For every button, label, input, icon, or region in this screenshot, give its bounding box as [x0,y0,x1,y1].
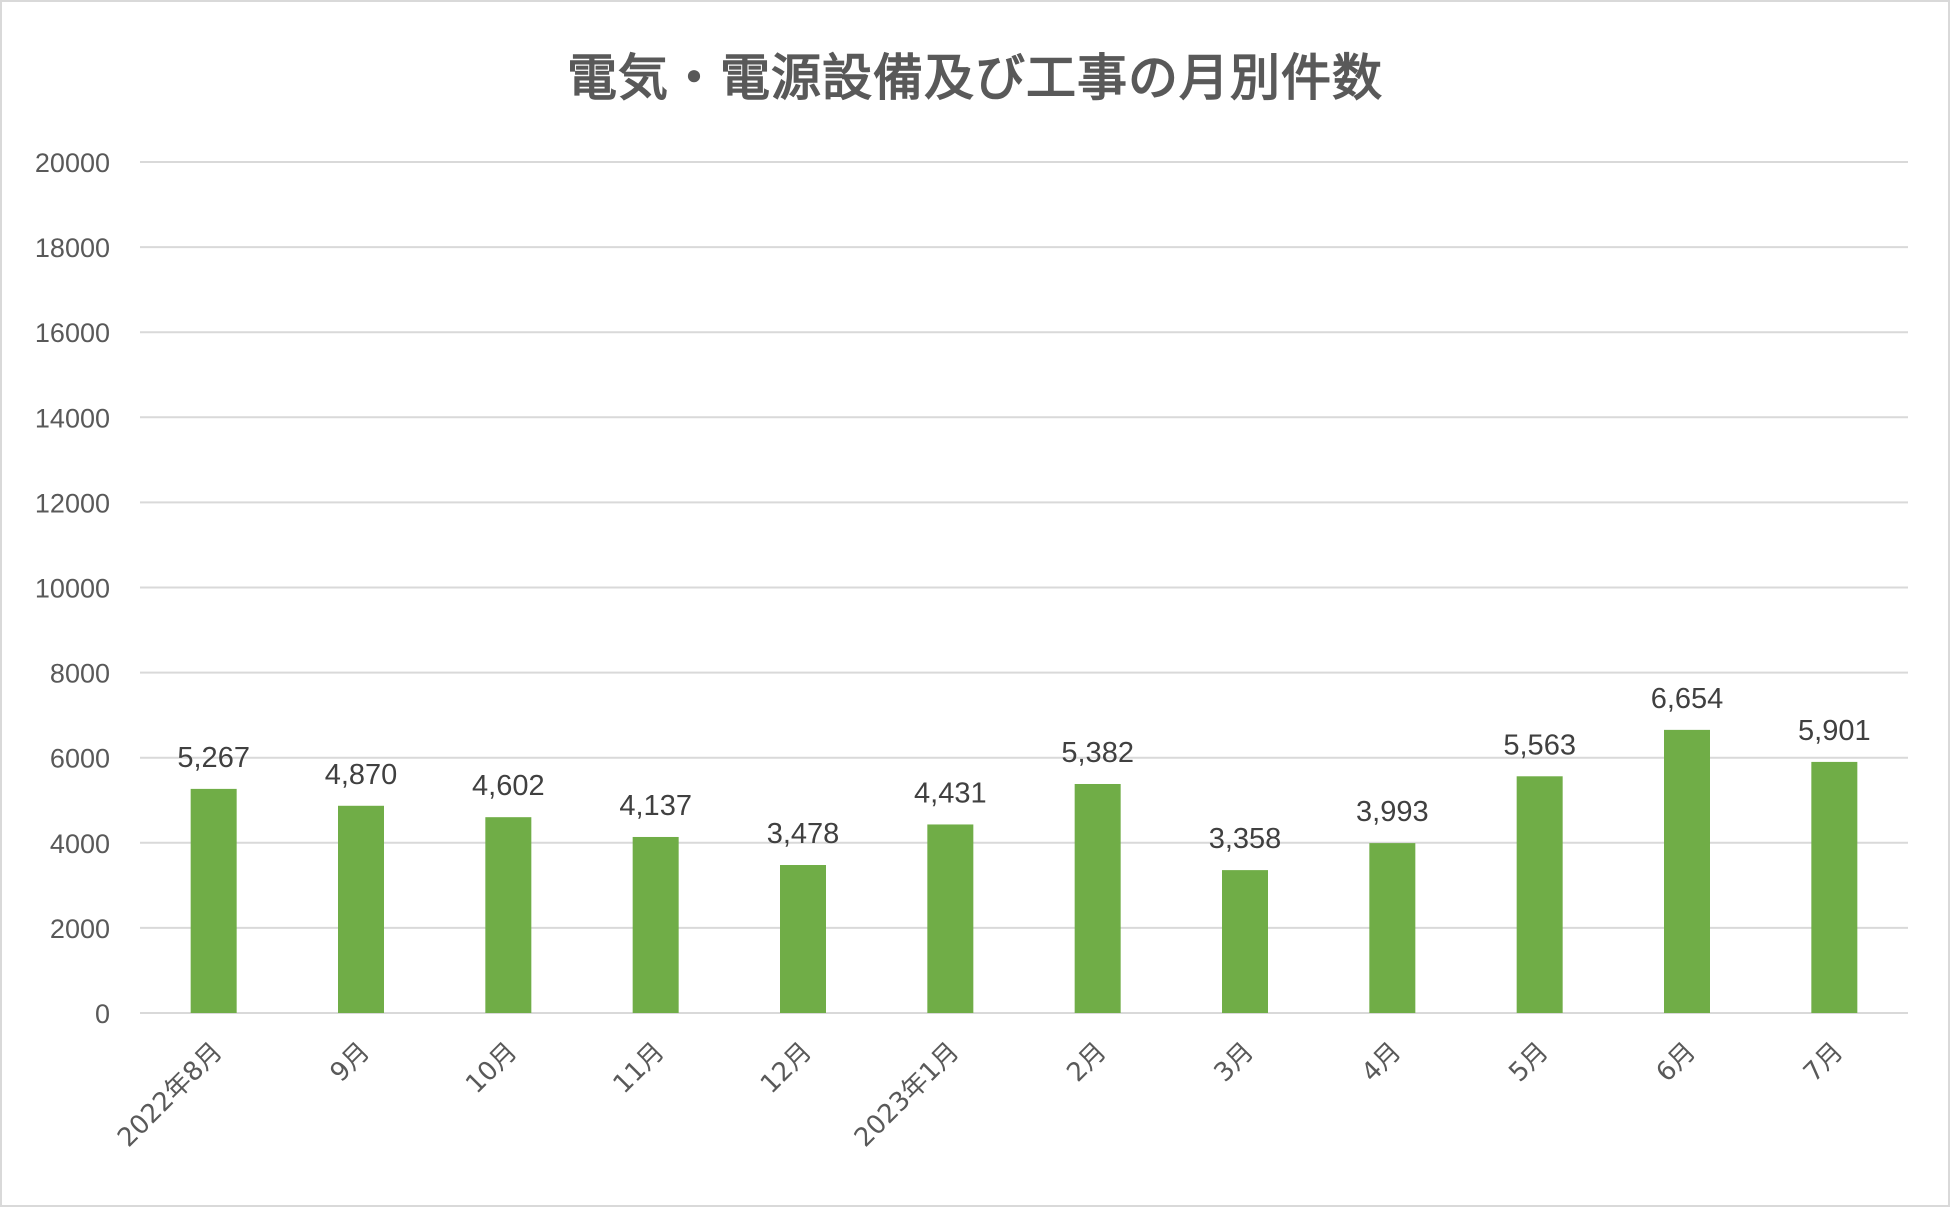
data-label: 6,654 [1651,683,1724,715]
data-label: 5,901 [1798,715,1871,747]
bar [780,865,826,1013]
y-tick-label: 10000 [35,574,110,604]
y-tick-label: 6000 [50,744,110,774]
y-tick-label: 4000 [50,829,110,859]
bar [338,805,384,1013]
x-tick-label: 10月 [460,1037,523,1100]
y-tick-label: 2000 [50,914,110,944]
bar [1811,761,1858,1013]
data-label: 3,478 [767,818,840,850]
bar [1369,843,1416,1013]
data-label: 4,431 [914,777,987,809]
x-tick-label: 7月 [1798,1037,1849,1088]
bar [632,836,679,1013]
y-tick-label: 8000 [50,659,110,689]
bar [1664,729,1710,1013]
bar [927,824,974,1013]
y-tick-label: 12000 [35,488,110,518]
y-tick-label: 18000 [35,233,110,263]
data-label: 4,137 [619,790,692,822]
x-tick-label: 12月 [755,1037,818,1100]
data-label: 3,358 [1209,823,1282,855]
x-tick-label: 4月 [1356,1037,1407,1088]
bar [190,788,237,1013]
x-tick-label: 3月 [1209,1037,1260,1088]
y-tick-label: 16000 [35,318,110,348]
x-tick-label: 11月 [608,1037,671,1100]
y-tick-label: 20000 [35,148,110,178]
x-tick-label: 2022年8月 [112,1037,228,1153]
data-label: 5,382 [1061,737,1134,769]
data-label: 5,267 [177,742,250,774]
data-label: 4,602 [472,770,545,802]
y-tick-label: 14000 [35,403,110,433]
bar [485,817,532,1013]
data-label: 4,870 [325,759,398,791]
bar [1516,776,1563,1013]
x-tick-label: 9月 [325,1037,376,1088]
y-tick-label: 0 [95,999,110,1029]
data-label: 3,993 [1356,796,1429,828]
x-tick-label: 6月 [1651,1037,1702,1088]
bar [1074,783,1121,1013]
x-tick-label: 2月 [1061,1037,1112,1088]
data-label: 5,563 [1503,729,1576,761]
x-tick-label: 5月 [1503,1037,1554,1088]
bar [1222,870,1268,1013]
chart-title: 電気・電源設備及び工事の月別件数 [567,49,1383,107]
x-tick-label: 2023年1月 [849,1037,965,1153]
